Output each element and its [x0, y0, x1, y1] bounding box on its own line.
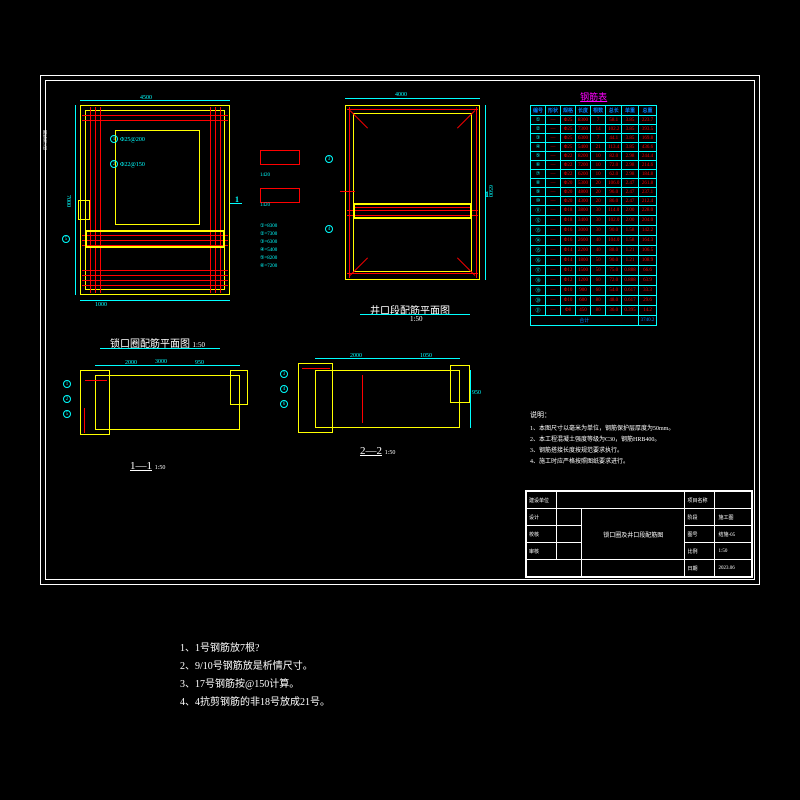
detail-legends: 1420 1420 ①=8300 ②=7300 ③=6300 ④=5400 ⑤=…	[260, 150, 300, 271]
plan-view-2: 4000 6500 1 3 4	[335, 95, 490, 290]
rebar-schedule: 钢筋表 编号形状规格长度根数总长单重总重①—Φ258300758.13.8522…	[530, 90, 657, 326]
section-1: 3000 2000 950 1 2 5	[75, 360, 250, 450]
external-notes: 1、1号钢筋放7根? 2、9/10号钢筋放是析情尺寸。 3、17号钢筋按@150…	[180, 640, 330, 712]
section-2: 2000 1050 950 3 4 6	[290, 355, 475, 450]
title-block: 建设单位项目名称 设计锁口圈及井口段配筋图阶段施工图 校核图号结施-05 审核比…	[525, 490, 753, 578]
section1-title: 1—1 1:50	[130, 460, 165, 472]
cad-canvas: 图纸装订线 4500 7000 1000	[0, 0, 800, 800]
plan-view-1: 4500 7000 1000 1 1 2 5 Φ25@200 Φ22@150	[70, 95, 240, 305]
binding-margin: 图纸装订线	[42, 80, 44, 580]
notes-block: 说明： 1、本图尺寸以毫米为单位，钢筋保护层厚度为50mm。 2、本工程混凝土强…	[530, 410, 740, 467]
section2-title: 2—2 1:50	[360, 445, 395, 457]
